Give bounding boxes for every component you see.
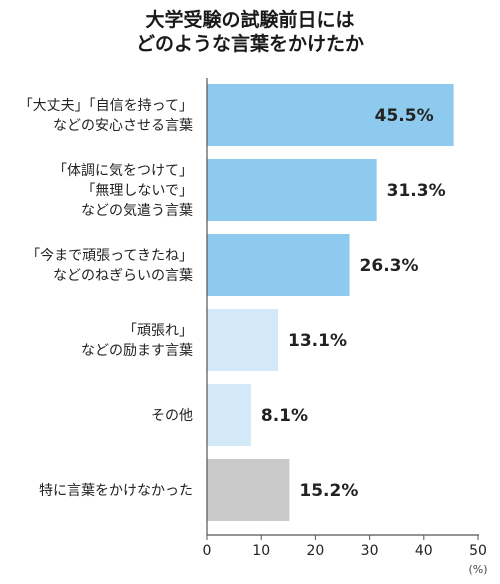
value-label: 45.5% [375,106,434,126]
value-label: 15.2% [299,481,358,501]
bar [207,459,290,521]
category-label: などのねぎらいの言葉 [53,268,193,284]
x-unit-label: (%) [468,563,487,576]
x-tick-label: 20 [306,543,324,559]
category-label: 「体調に気をつけて」 [53,163,193,179]
value-label: 13.1% [288,331,347,351]
category-label: 「無理しないで」 [81,183,193,199]
x-tick-label: 30 [361,543,379,559]
x-axis: 0 10 20 30 40 50 (%) [203,78,488,576]
category-label: などの気遣う言葉 [81,203,193,219]
x-tick-label: 50 [469,543,487,559]
value-labels: 45.5% 31.3% 26.3% 13.1% 8.1% 15.2% [261,106,446,501]
bars [207,84,454,521]
value-label: 8.1% [261,406,308,426]
category-label: 「今まで頑張ってきたね」 [26,248,193,264]
bar [207,309,279,371]
value-label: 31.3% [387,181,446,201]
category-label: 「大丈夫」「自信を持って」 [19,98,193,114]
chart-title-line: どのような言葉をかけたか [136,32,364,55]
bar [207,384,251,446]
category-label: その他 [151,408,193,424]
chart-title-line: 大学受験の試験前日には [145,8,354,31]
category-label: などの安心させる言葉 [53,118,193,134]
category-labels: 「大丈夫」「自信を持って」などの安心させる言葉「体調に気をつけて」「無理しないで… [19,98,193,499]
bar [207,234,350,296]
category-label: などの励ます言葉 [81,343,193,359]
category-label: 「頑張れ」 [123,323,193,339]
x-tick-label: 10 [252,543,270,559]
x-tick-label: 40 [415,543,433,559]
value-label: 26.3% [360,256,419,276]
bar [207,84,454,146]
x-tick-label: 0 [203,543,212,559]
category-label: 特に言葉をかけなかった [39,483,193,499]
bar [207,159,377,221]
